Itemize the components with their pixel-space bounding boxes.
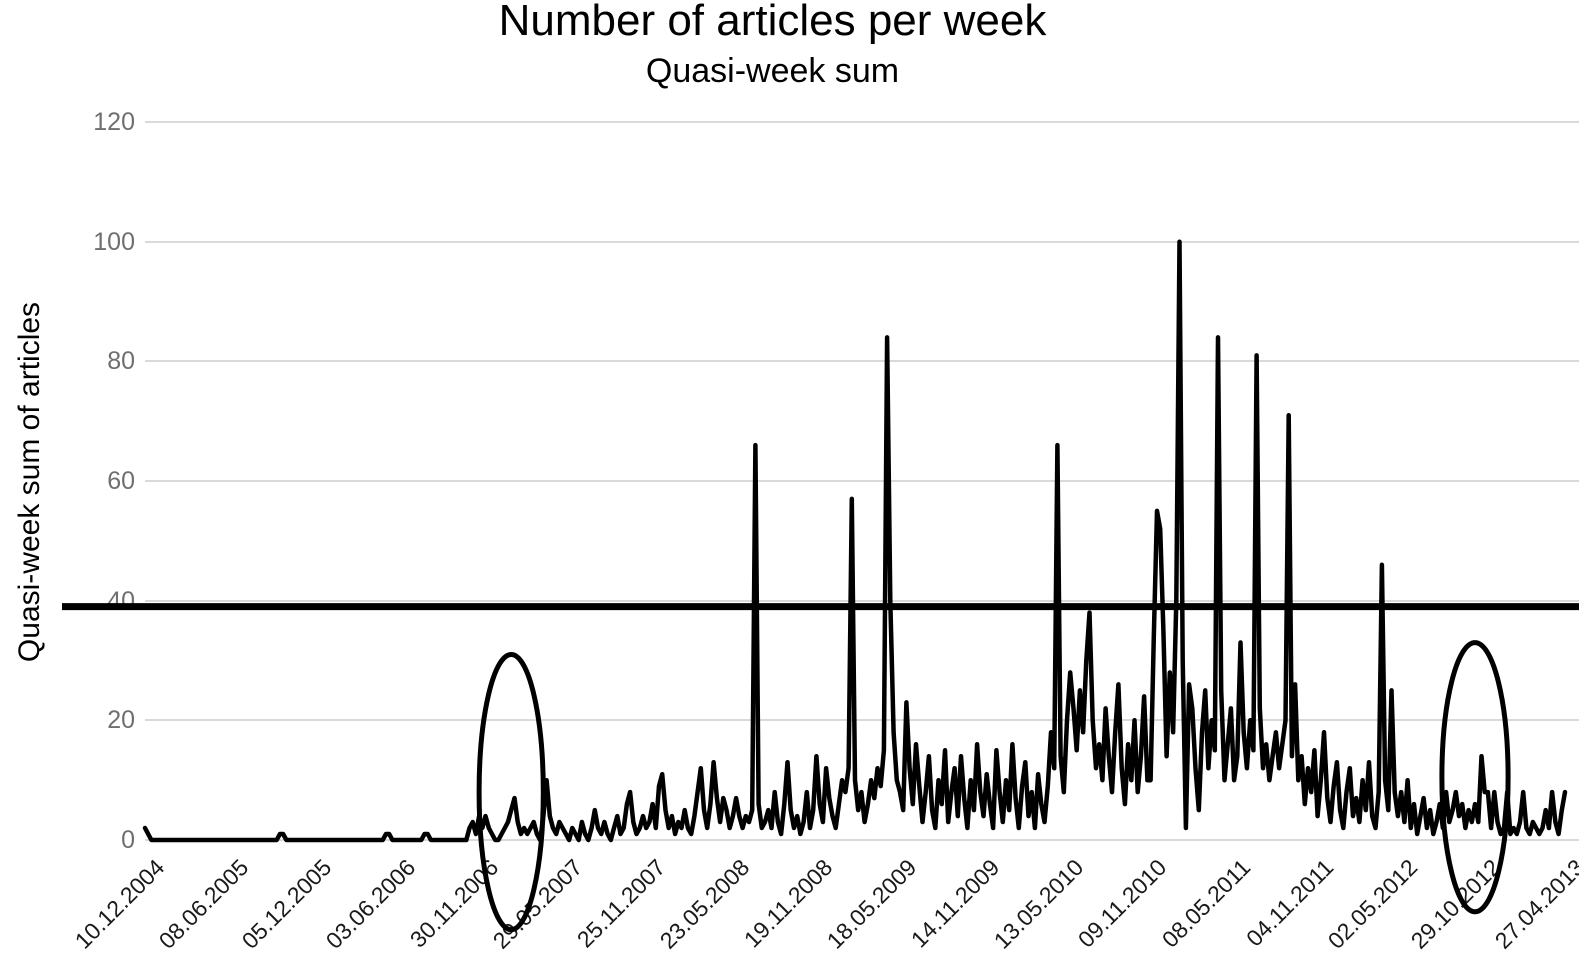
y-tick-label: 80 <box>107 347 135 376</box>
articles-series-line <box>142 239 1568 843</box>
chart-title: Number of articles per week <box>498 0 1047 45</box>
y-tick-label: 120 <box>93 108 135 136</box>
y-gridline <box>145 240 1579 243</box>
y-tick-label: 0 <box>121 826 135 854</box>
y-gridline <box>145 480 1579 482</box>
y-gridline <box>145 121 1579 123</box>
y-gridline <box>145 599 1579 602</box>
annotation-ellipse-left <box>476 652 546 933</box>
y-gridline <box>145 360 1579 363</box>
y-tick-label: 100 <box>93 227 135 256</box>
annotation-ellipse-right <box>1439 640 1511 915</box>
y-tick-label: 60 <box>107 467 135 495</box>
y-gridline <box>145 719 1579 722</box>
y-gridline <box>145 839 1579 841</box>
chart-subtitle: Quasi-week sum <box>645 52 900 90</box>
y-tick-label: 20 <box>107 706 135 735</box>
